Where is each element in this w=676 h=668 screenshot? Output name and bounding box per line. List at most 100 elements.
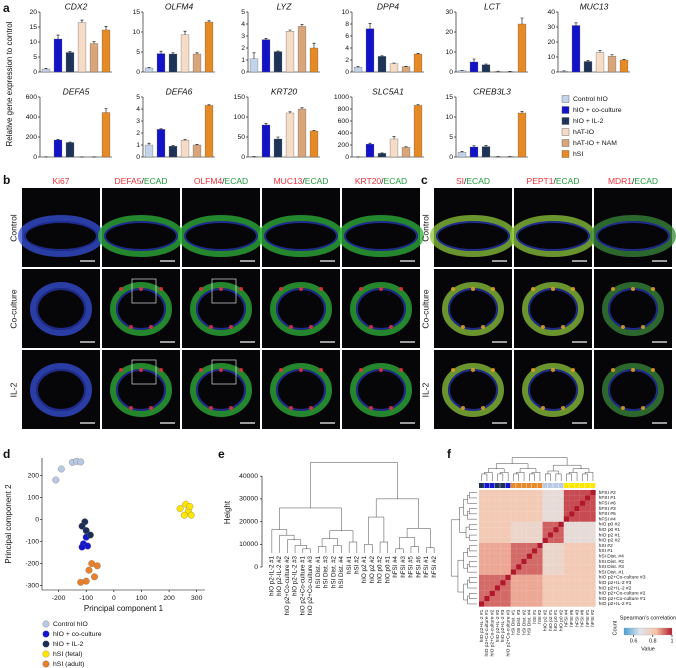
heatmap-cell <box>574 596 580 602</box>
heatmap-cell <box>510 516 517 522</box>
heatmap-cell <box>516 569 522 575</box>
stain-dot <box>159 287 163 291</box>
heatmap-cell <box>579 569 586 575</box>
error-bar <box>484 63 488 65</box>
heatmap-cell <box>553 537 559 544</box>
bar <box>89 43 99 73</box>
bar <box>273 138 283 158</box>
nuclei <box>184 221 258 251</box>
stain-dot <box>451 368 455 372</box>
heatmap-cell <box>510 500 517 506</box>
heatmap-cell <box>574 521 580 528</box>
heatmap-cell <box>521 521 527 528</box>
tissue <box>190 363 252 417</box>
tissue <box>110 282 172 336</box>
heatmap-cell <box>494 569 501 575</box>
heatmap-cell <box>484 516 490 522</box>
bar <box>413 105 423 158</box>
stain-dot <box>219 287 223 291</box>
heatmap-cell <box>563 500 570 506</box>
error-bar <box>264 123 268 125</box>
heatmap-cell <box>590 590 596 597</box>
stain-dot <box>651 287 655 291</box>
y-tick-label: 10 <box>132 29 140 36</box>
heatmap-cell <box>516 590 522 597</box>
heatmap-cell <box>579 596 586 602</box>
heatmap-cell <box>537 490 543 496</box>
y-axis-label: Relative gene expression to control <box>5 21 14 146</box>
error-bar <box>80 19 84 23</box>
heatmap-cell <box>484 590 490 597</box>
heatmap-cell <box>563 553 570 559</box>
column-annotation <box>585 483 590 488</box>
stain-dot <box>481 406 485 410</box>
heatmap-cell <box>553 511 559 517</box>
x-axis-label: Principal component 1 <box>84 604 164 613</box>
dendrogram-link <box>368 516 385 545</box>
heatmap-cell <box>500 532 506 538</box>
y-tick-label: 400 <box>338 130 350 137</box>
heatmap-cell <box>516 511 522 517</box>
heatmap-cell <box>579 532 586 538</box>
dendrogram-link <box>318 546 327 553</box>
heatmap-cell <box>542 516 548 522</box>
heatmap-cell <box>558 537 564 544</box>
x-tick-label: -100 <box>79 595 93 602</box>
heatmap-cell <box>563 521 570 528</box>
heatmap-dendrogram <box>467 495 477 504</box>
heatmap-cell <box>500 553 506 559</box>
row-label: hFSI #1 <box>599 495 616 501</box>
heatmap-cell <box>547 569 554 575</box>
heatmap-cell <box>484 601 490 607</box>
stain-dot <box>641 406 645 410</box>
y-tick-label: 1000 <box>334 94 349 101</box>
row-label: hIO p2+Co-culture #1 <box>599 596 646 602</box>
heatmap-cell <box>537 548 543 554</box>
y-tick-label: 30000 <box>239 496 258 503</box>
header-part: Ki67 <box>52 176 69 186</box>
heatmap-cell <box>590 574 596 581</box>
dendrogram-link <box>375 498 419 529</box>
heatmap-cell <box>585 543 591 549</box>
header-part: KRT20 <box>355 176 382 186</box>
heatmap-cell <box>542 490 548 496</box>
stain-dot <box>389 406 393 410</box>
y-tick-label: 10 <box>445 114 453 121</box>
heatmap-cell <box>563 537 570 544</box>
heatmap-cell <box>500 511 506 517</box>
heatmap-cell <box>558 543 564 549</box>
heatmap-cell <box>537 585 543 591</box>
leaf-label: hIO p2 #2 <box>369 555 376 583</box>
heatmap-cell <box>542 574 548 581</box>
column-annotation <box>542 483 548 488</box>
heatmap-cell <box>585 558 591 565</box>
y-tick-label: 1 <box>136 142 140 149</box>
tissue <box>190 282 252 336</box>
heatmap-cell <box>494 564 501 570</box>
colorbar <box>623 627 673 636</box>
heatmap-cell <box>484 580 490 586</box>
heatmap-cell <box>532 543 538 549</box>
colorbar-count-label: Count <box>612 620 618 635</box>
heatmap-cell <box>526 553 533 559</box>
heatmap-cell <box>479 537 485 544</box>
heatmap-cell <box>574 511 580 517</box>
heatmap-cell <box>510 511 517 517</box>
bar <box>249 58 259 73</box>
column-label: hSI #1 <box>532 609 538 623</box>
point <box>82 527 90 535</box>
heatmap-cell <box>526 521 533 528</box>
heatmap-cell <box>537 569 543 575</box>
tissue <box>30 282 92 336</box>
y-tick-label: 6 <box>345 33 349 40</box>
heatmap-cell <box>569 585 575 591</box>
heatmap-cell <box>526 601 533 607</box>
heatmap-cell <box>479 490 485 496</box>
stain-dot <box>389 325 393 329</box>
heatmap-cell <box>526 574 533 581</box>
heatmap-cell <box>532 527 538 533</box>
heatmap-cell <box>532 516 538 522</box>
row-label: hIO p2 #1 <box>599 532 621 538</box>
header-part: ECAD <box>634 176 658 186</box>
